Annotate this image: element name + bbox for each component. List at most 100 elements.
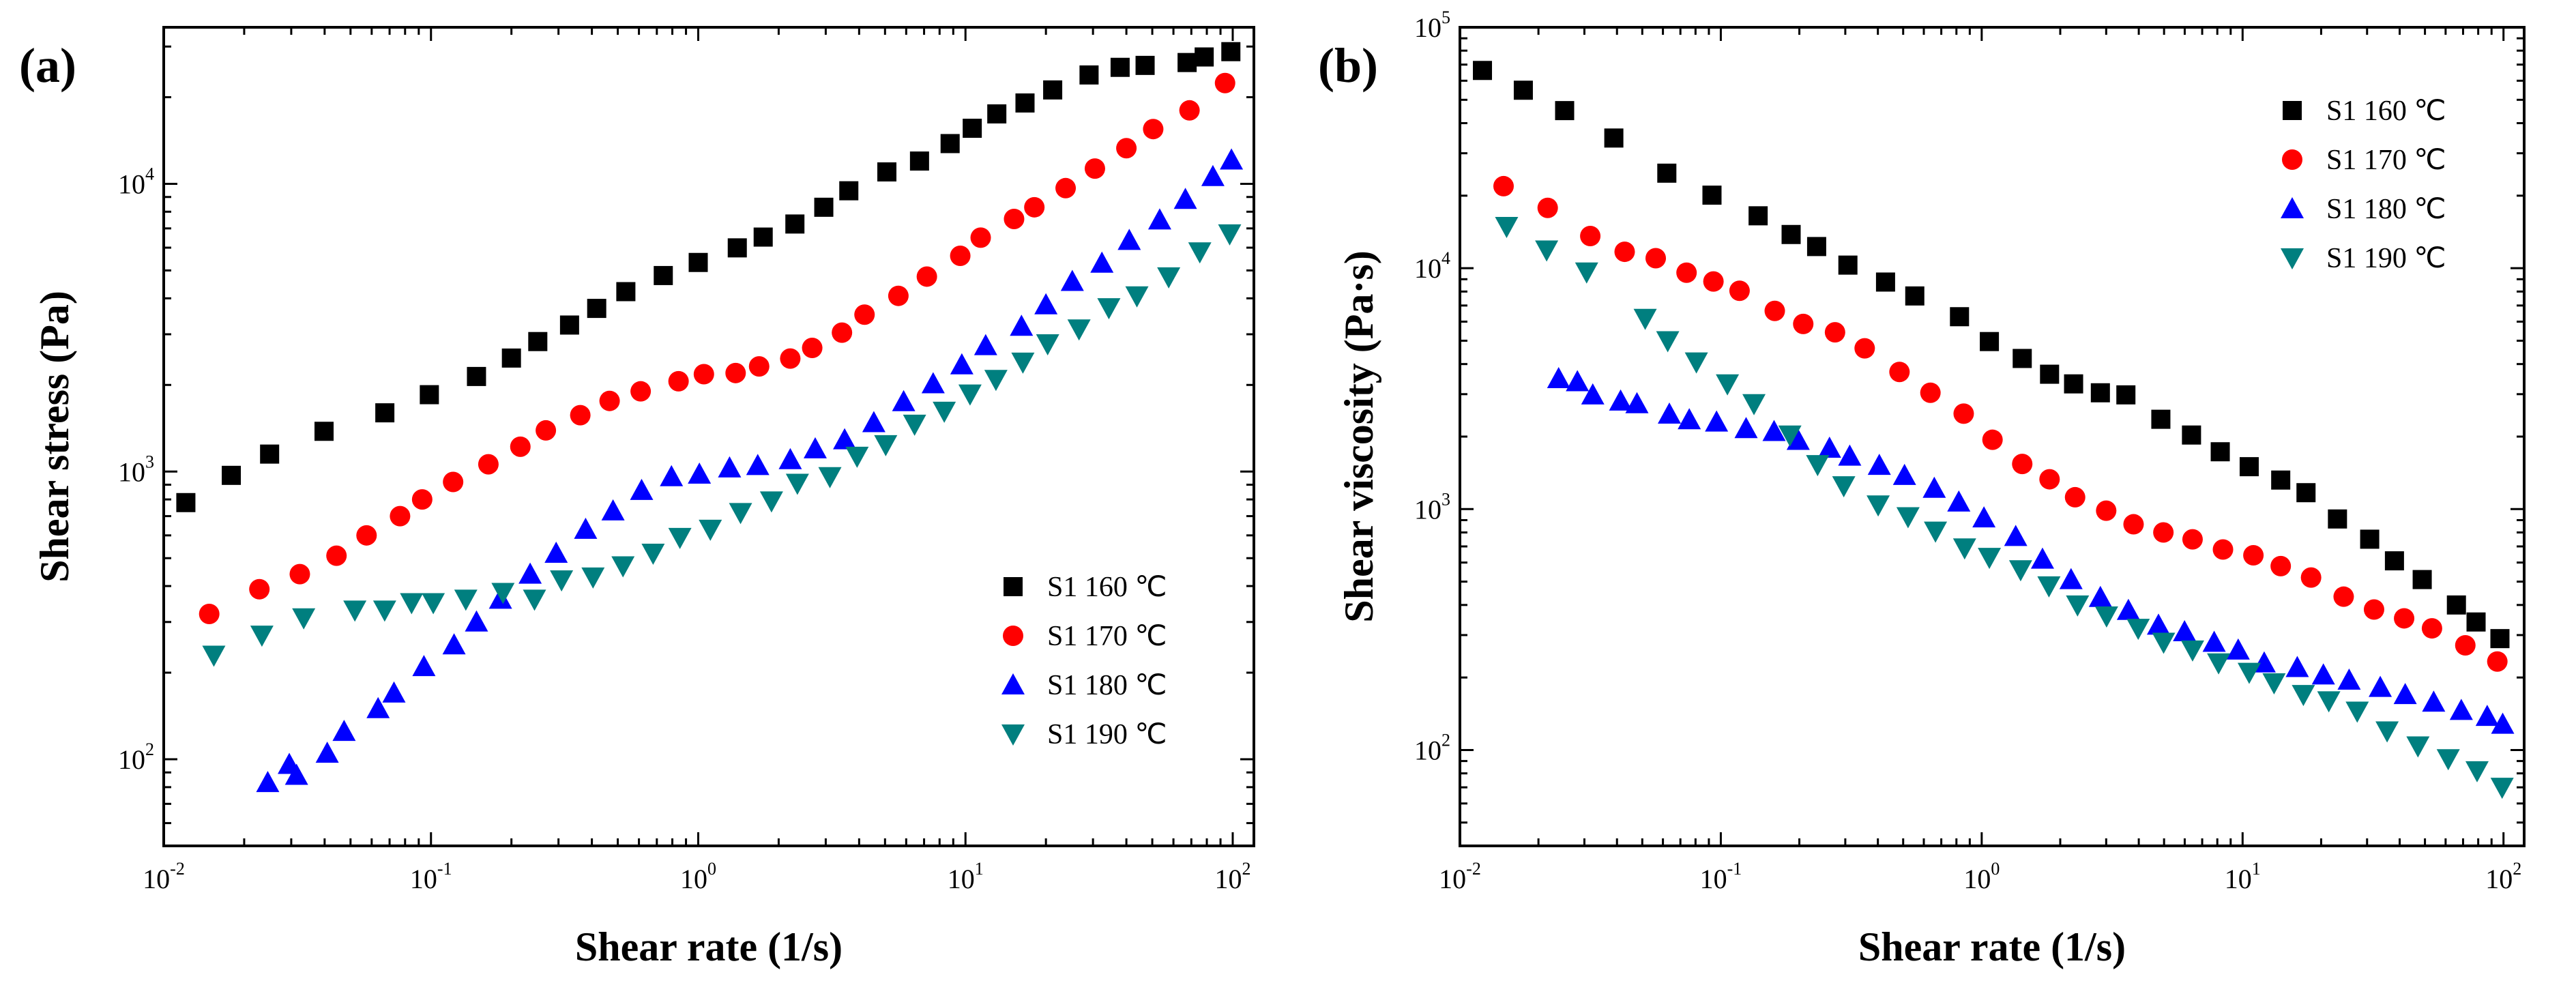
y-axis-title: Shear viscosity (Pa·s) — [1336, 250, 1381, 623]
series-2 — [256, 148, 1244, 793]
data-point — [1135, 55, 1155, 75]
data-point — [1656, 331, 1680, 353]
data-point — [375, 403, 395, 423]
data-point — [1034, 293, 1058, 314]
data-point — [411, 489, 433, 510]
x-tick-label: 10-2 — [1439, 859, 1481, 894]
data-point — [839, 181, 859, 201]
data-point — [1980, 332, 2000, 351]
x-axis-title: Shear rate (1/s) — [575, 924, 843, 969]
data-point — [1011, 352, 1035, 374]
data-point — [2182, 425, 2201, 445]
x-tick-label: 10-2 — [143, 859, 185, 894]
data-point — [544, 542, 568, 563]
data-point — [550, 570, 574, 592]
data-point — [2182, 529, 2203, 550]
plot-frame — [162, 26, 1255, 847]
data-point — [2237, 662, 2261, 684]
data-point — [1806, 237, 1826, 256]
data-point — [984, 370, 1008, 392]
legend-marker — [2282, 149, 2302, 170]
legend-label: S1 180 ℃ — [1047, 670, 1167, 701]
data-point — [176, 493, 196, 512]
data-point — [1004, 208, 1025, 229]
data-point — [343, 600, 367, 622]
data-point — [1110, 57, 1130, 77]
data-point — [2300, 567, 2322, 588]
data-point — [587, 299, 606, 319]
data-point — [963, 119, 982, 138]
data-point — [2412, 570, 2432, 589]
legend-marker — [1001, 673, 1025, 694]
data-point — [630, 478, 654, 500]
data-point — [2270, 555, 2292, 576]
data-point — [400, 593, 424, 615]
data-point — [2465, 761, 2489, 782]
data-point — [1067, 319, 1091, 341]
series-3 — [1495, 216, 2514, 799]
data-point — [950, 353, 974, 375]
data-point — [478, 454, 499, 475]
data-point — [1678, 408, 1701, 430]
data-point — [718, 456, 742, 478]
data-point — [1604, 128, 1624, 148]
data-point — [1762, 420, 1786, 441]
data-point — [2455, 634, 2476, 656]
data-point — [2153, 522, 2174, 543]
data-point — [1778, 425, 1802, 447]
data-point — [888, 285, 909, 306]
data-point — [1793, 313, 1814, 334]
x-tick-label: 100 — [1963, 859, 2000, 894]
data-point — [2066, 595, 2090, 617]
data-point — [443, 471, 464, 493]
data-point — [950, 246, 971, 267]
data-point — [611, 556, 635, 578]
data-point — [1493, 175, 1514, 196]
data-point — [2271, 470, 2291, 490]
data-point — [332, 720, 356, 742]
data-point — [2210, 442, 2230, 462]
x-axis-title: Shear rate (1/s) — [1858, 924, 2126, 969]
data-point — [420, 385, 439, 405]
data-point — [654, 265, 673, 285]
data-point — [1537, 197, 1558, 218]
data-point — [862, 411, 886, 432]
series-0 — [176, 42, 1241, 512]
data-point — [1889, 362, 1910, 383]
x-tick-label: 10-1 — [410, 859, 452, 894]
data-point — [668, 527, 692, 549]
data-point — [833, 428, 857, 450]
data-point — [1742, 394, 1766, 415]
data-point — [2064, 486, 2085, 508]
data-point — [2116, 598, 2140, 620]
data-point — [2475, 705, 2499, 727]
data-point — [1806, 455, 1830, 477]
data-point — [2436, 749, 2460, 771]
data-point — [1703, 271, 1724, 292]
legend-marker — [2283, 101, 2302, 120]
data-point — [1748, 206, 1768, 226]
data-point — [1221, 42, 1241, 61]
data-point — [1924, 521, 1948, 543]
data-point — [1024, 196, 1045, 218]
legend-label: S1 190 ℃ — [2326, 243, 2446, 274]
data-point — [2345, 701, 2369, 723]
data-point — [903, 414, 926, 436]
data-point — [892, 390, 916, 411]
y-tick-label: 104 — [1414, 248, 1450, 284]
data-point — [1892, 463, 1916, 485]
panel-a: (a) 10-2 10-1 100 101 102 102 103 104 Shear rate … — [19, 26, 1255, 969]
data-point — [284, 763, 308, 785]
data-point — [1116, 138, 1137, 159]
data-point — [501, 348, 521, 368]
series-1 — [199, 72, 1235, 624]
data-point — [2059, 568, 2083, 589]
data-point — [1580, 225, 1601, 246]
panel-label: (b) — [1318, 38, 1378, 93]
y-axis-title: Shear stress (Pa) — [32, 291, 77, 583]
data-point — [1043, 80, 1063, 100]
data-point — [2337, 669, 2361, 690]
series-3 — [202, 224, 1242, 667]
data-point — [1705, 410, 1729, 432]
